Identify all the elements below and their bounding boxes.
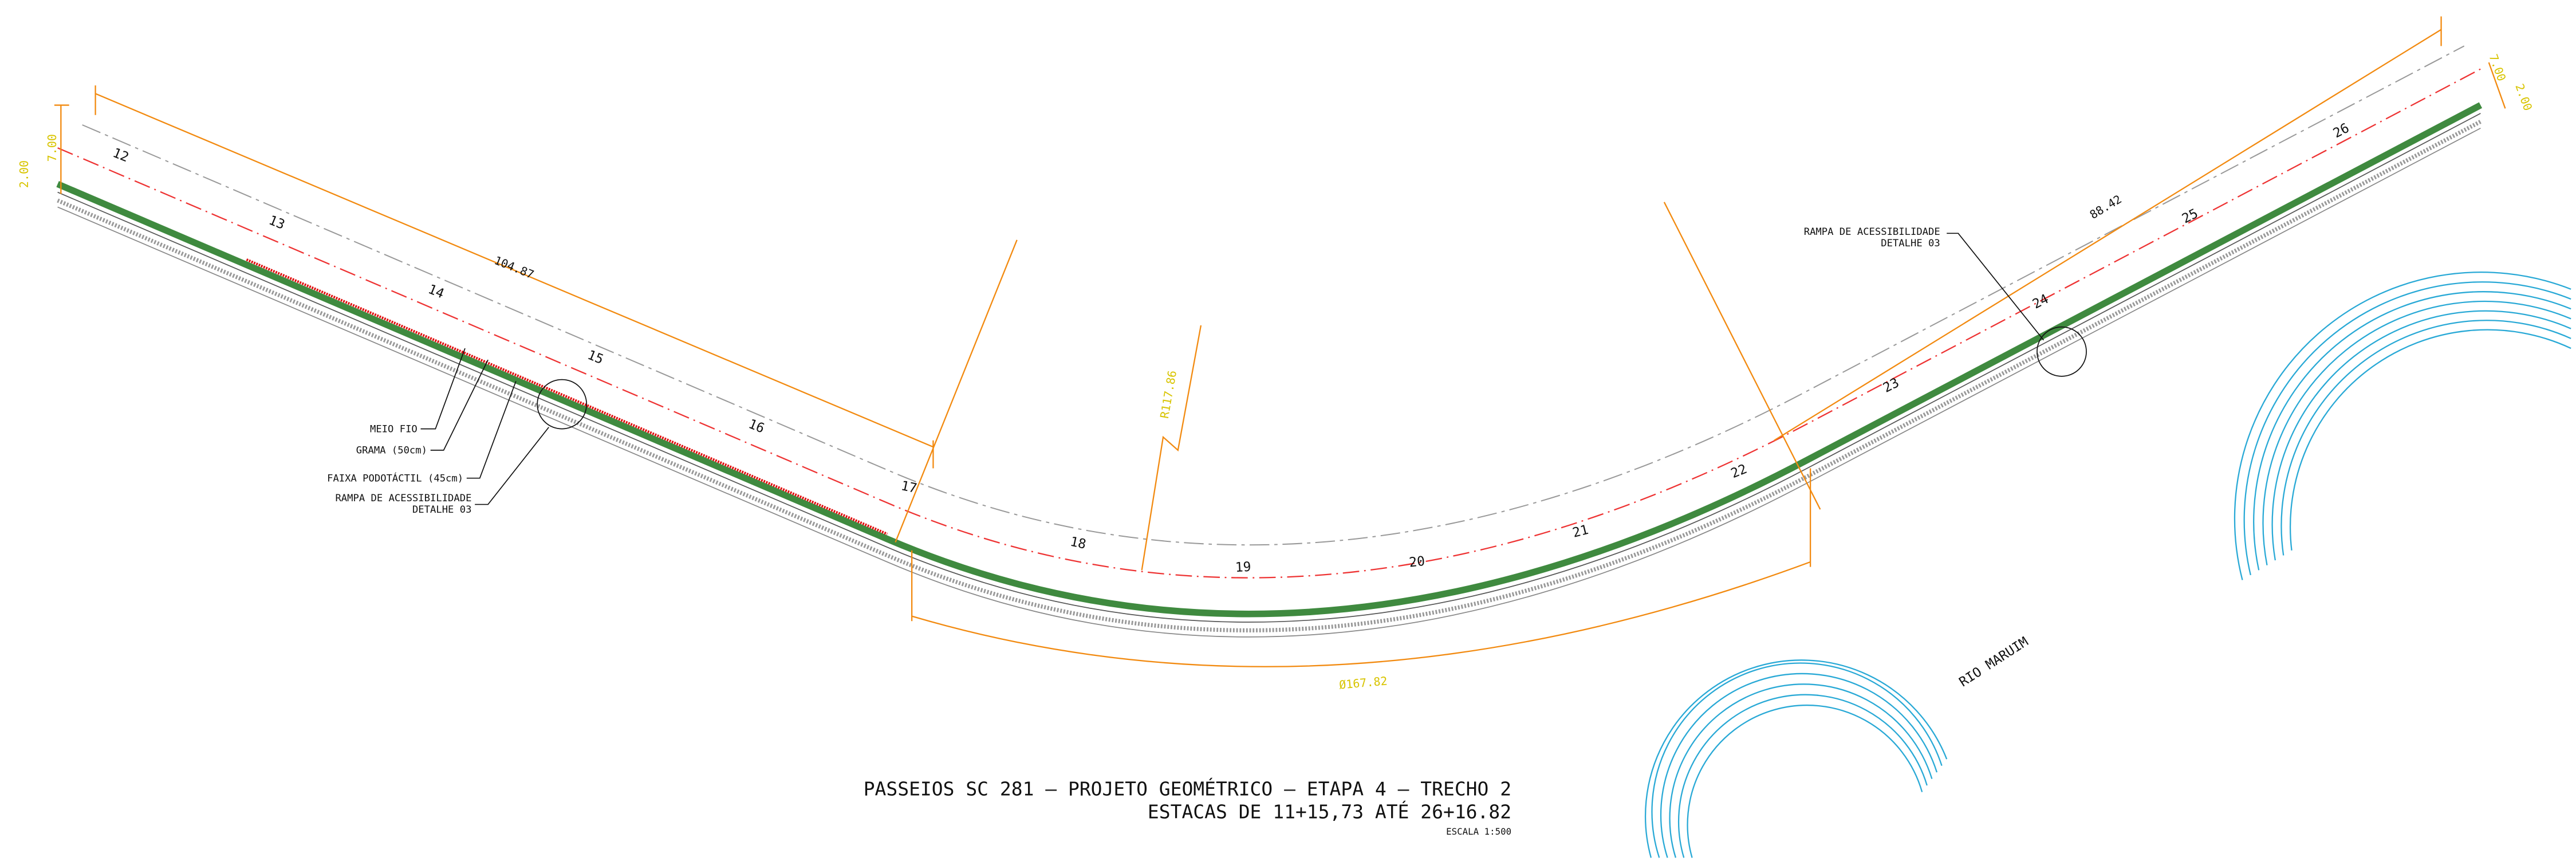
annotation: RAMPA DE ACESSIBILIDADE — [335, 493, 471, 504]
river-arcs — [1645, 272, 2571, 858]
dimension-label: Ø167.82 — [1338, 674, 1388, 691]
dimension-label: 2.00 — [2512, 82, 2535, 113]
dimension-label: 7.00 — [45, 134, 59, 162]
dimension-label: 88.42 — [2087, 192, 2124, 222]
dimension-label: 7.00 — [2486, 52, 2508, 83]
station-label: 22 — [1729, 462, 1749, 481]
title-line: PASSEIOS SC 281 – PROJETO GEOMÉTRICO – E… — [864, 777, 1511, 800]
road — [56, 45, 2483, 638]
station-label: 16 — [746, 416, 766, 436]
station-label: 20 — [1408, 554, 1425, 571]
dimension-label: R117.86 — [1157, 369, 1179, 419]
station-label: 13 — [267, 213, 287, 233]
title-line: ESTACAS DE 11+15,73 ATÉ 26+16.82 — [1148, 800, 1511, 823]
leaders — [420, 233, 2087, 505]
station-label: 12 — [111, 146, 131, 165]
station-label: 21 — [1571, 522, 1590, 541]
station-label: 14 — [426, 282, 446, 301]
annotation: MEIO FIO — [370, 423, 417, 435]
station-label: 19 — [1235, 560, 1251, 575]
annotation: RIO MARUIM — [1956, 634, 2031, 690]
dimension-label: 2.00 — [17, 160, 31, 188]
station-label: 23 — [1881, 375, 1901, 396]
scale-label: ESCALA 1:500 — [1446, 826, 1511, 837]
annotation: DETALHE 03 — [412, 504, 471, 516]
station-label: 25 — [2180, 206, 2200, 227]
annotation: RAMPA DE ACESSIBILIDADE — [1804, 226, 1940, 238]
station-label: 17 — [900, 478, 918, 496]
annotation: GRAMA (50cm) — [356, 445, 427, 457]
station-label: 15 — [585, 348, 605, 367]
dimension-lines — [54, 16, 2506, 667]
station-label: 18 — [1069, 534, 1087, 552]
dimension-label: 104.87 — [493, 253, 536, 281]
station-label: 24 — [2030, 292, 2051, 312]
annotation: DETALHE 03 — [1881, 238, 1940, 249]
annotation: FAIXA PODOTÁCTIL (45cm) — [327, 471, 463, 484]
